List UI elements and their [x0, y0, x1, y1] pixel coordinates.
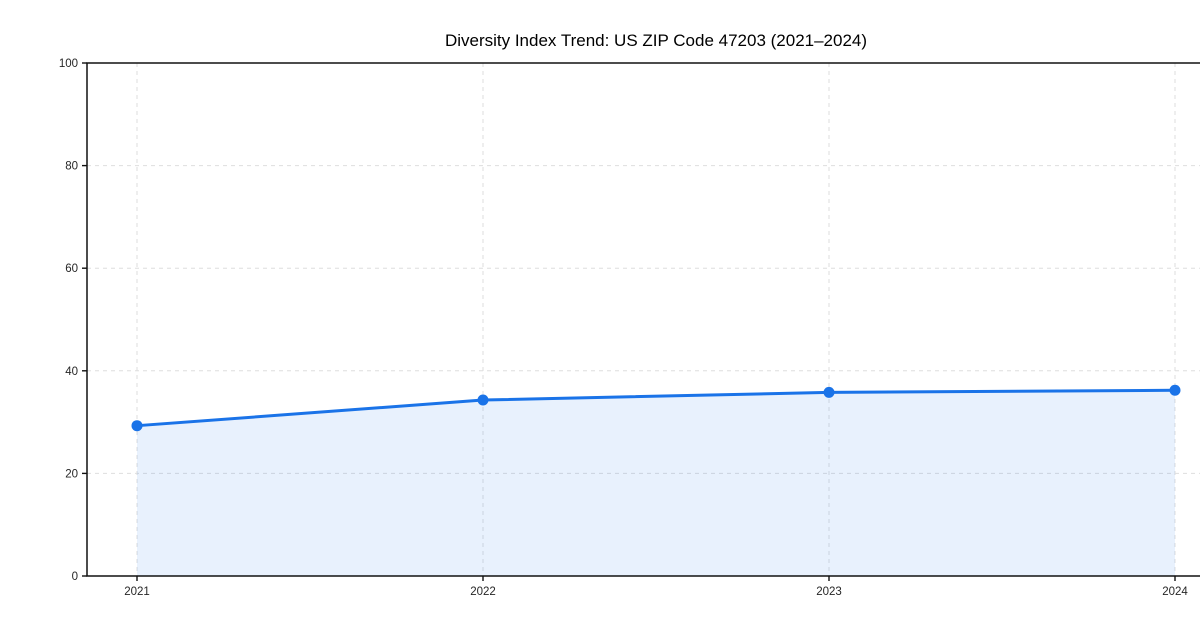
y-axis-labels: 0 20 40 60 80 100: [59, 58, 78, 583]
y-axis-tick-label: 40: [65, 366, 78, 378]
chart-title: Diversity Index Trend: US ZIP Code 47203…: [445, 31, 867, 50]
data-point-marker: [131, 420, 143, 432]
y-axis-tick-label: 100: [59, 58, 78, 70]
data-point-marker: [477, 394, 489, 406]
plot-border: [86, 62, 1200, 577]
y-axis-tick-label: 80: [65, 161, 78, 173]
chart-canvas: 2021 2022 2023 2024 0 20 40 60 80 100 Diversity …: [59, 31, 1200, 598]
x-axis-tick-label: 2021: [124, 586, 150, 598]
x-axis-tick-label: 2022: [470, 586, 496, 598]
x-axis-labels: 2021 2022 2023 2024: [124, 586, 1188, 598]
data-point-marker: [823, 386, 835, 398]
x-axis-tick-label: 2024: [1162, 586, 1188, 598]
y-axis-tick-label: 20: [65, 468, 78, 480]
data-point-marker: [1169, 384, 1181, 396]
diversity-index-chart: 2021 2022 2023 2024 0 20 40 60 80 100 Diversity …: [40, 16, 1200, 616]
data-points: [131, 384, 1181, 432]
axis-ticks: [82, 62, 1176, 581]
x-axis-tick-label: 2023: [816, 586, 842, 598]
area-fill: [137, 390, 1175, 576]
trend-line: [135, 388, 1177, 428]
y-axis-tick-label: 60: [65, 263, 78, 275]
y-axis-tick-label: 0: [72, 571, 78, 583]
